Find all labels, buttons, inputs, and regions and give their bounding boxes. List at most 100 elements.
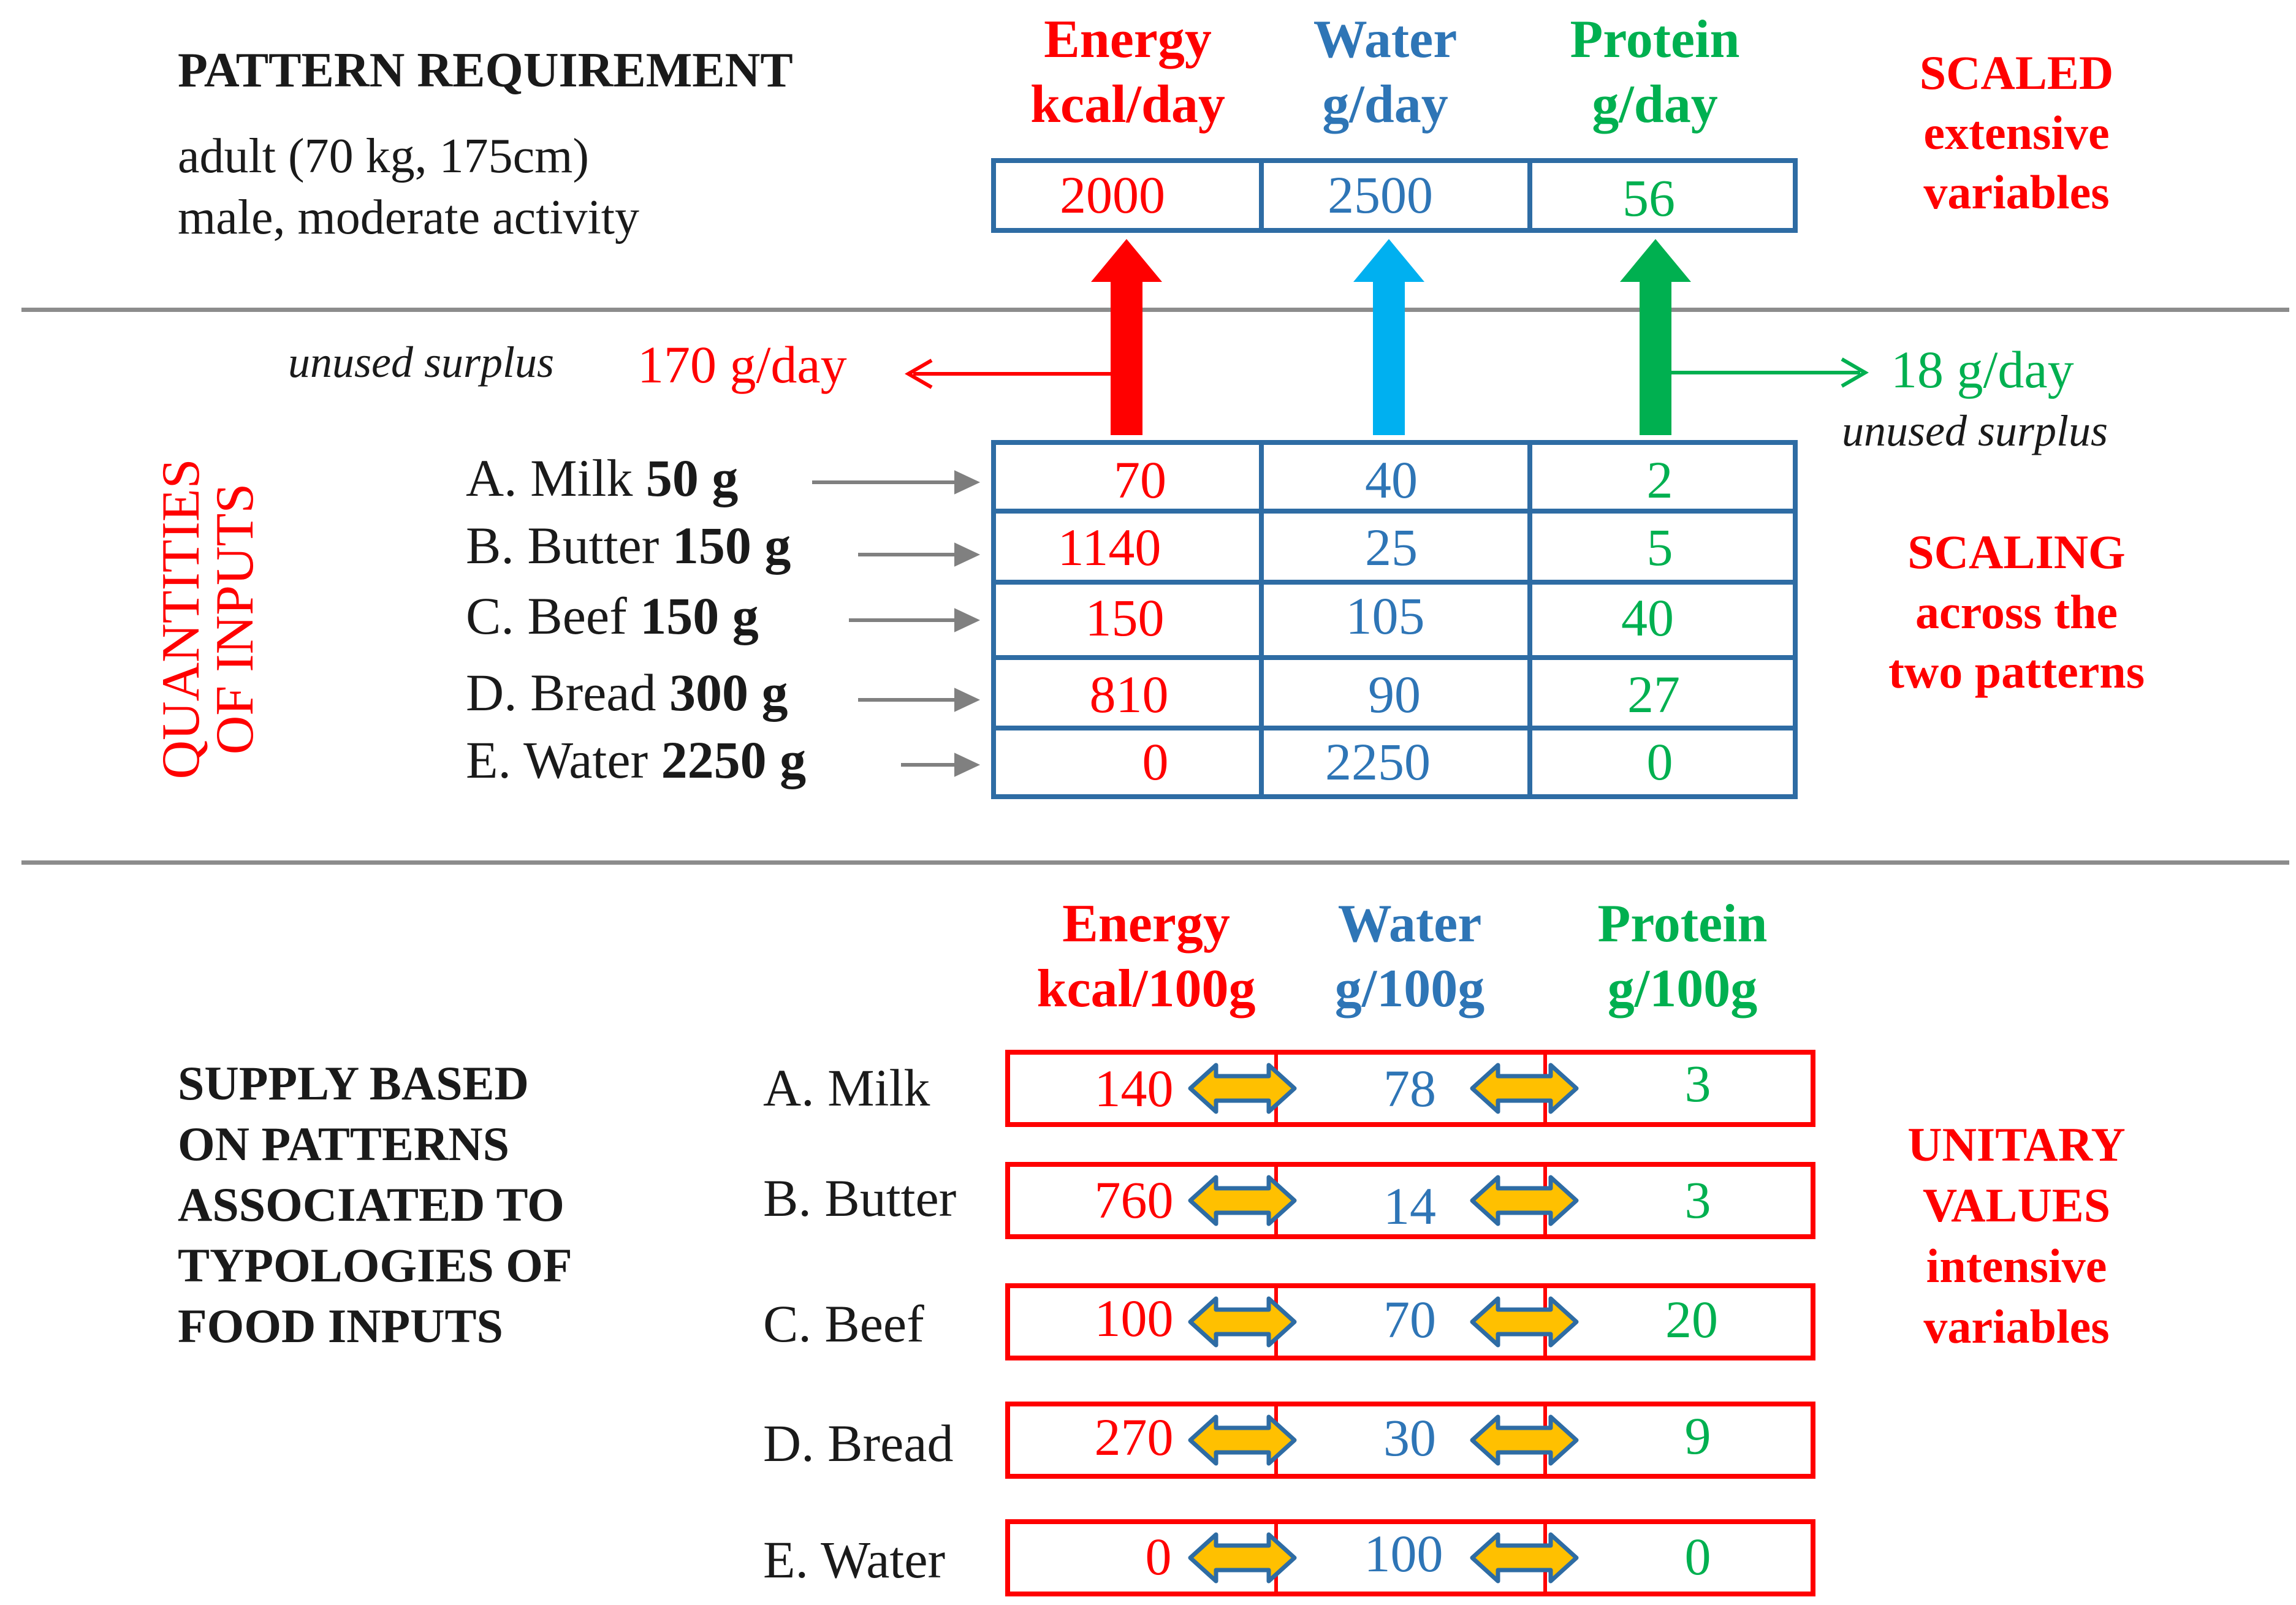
unit-beef-water: 70	[1383, 1290, 1436, 1349]
surplus-left-arrowhead	[905, 359, 933, 389]
bottom-header-protein-unit: g/100g	[1607, 958, 1758, 1019]
input-name: C. Beef	[466, 586, 627, 645]
bottom-header-energy: Energy kcal/100g	[1005, 892, 1287, 1021]
scaling-grid-col-divider-2	[1527, 440, 1532, 799]
grid-bread-water: 90	[1368, 665, 1421, 724]
scaling-grid-row-divider-3	[991, 655, 1798, 660]
double-arrow-icon	[1190, 1535, 1294, 1581]
input-name: E. Water	[466, 730, 648, 789]
unit-milk-water: 78	[1383, 1059, 1436, 1118]
scaled-label-line3: variables	[1923, 165, 2110, 219]
requirement-box-divider-1	[1259, 158, 1264, 233]
top-header-energy-unit: kcal/day	[1030, 74, 1225, 134]
bottom-header-energy-unit: kcal/100g	[1036, 958, 1256, 1019]
supply-label-line2: ON PATTERNS	[178, 1117, 510, 1171]
unitary-label-line4: variables	[1923, 1300, 2110, 1354]
top-header-water-unit: g/day	[1322, 74, 1448, 134]
surplus-left-label: unused surplus	[288, 338, 555, 387]
unit-row-name-beef: C. Beef	[763, 1294, 924, 1353]
input-arrows	[812, 470, 981, 777]
pattern-title: PATTERN REQUIREMENT	[178, 44, 793, 97]
unit-row-name-butter: B. Butter	[763, 1169, 957, 1227]
surplus-right-label: unused surplus	[1842, 406, 2108, 455]
input-qty: 300 g	[669, 663, 788, 722]
grid-milk-protein: 2	[1646, 450, 1673, 509]
grid-beef-water: 105	[1345, 586, 1425, 645]
scaling-grid	[991, 440, 1798, 799]
double-arrow-icon	[1472, 1177, 1576, 1224]
top-header-water-name: Water	[1313, 10, 1458, 69]
scaling-grid-col-divider-1	[1259, 440, 1264, 799]
scaling-grid-row-divider-1	[991, 509, 1798, 514]
unit-beef-energy: 100	[1094, 1289, 1174, 1348]
unit-bread-water: 30	[1383, 1408, 1436, 1467]
grid-water-protein: 0	[1646, 732, 1673, 791]
grid-butter-water: 25	[1365, 518, 1418, 577]
unitary-label-line3: intensive	[1926, 1239, 2107, 1293]
requirement-protein: 56	[1622, 169, 1675, 227]
grid-bread-protein: 27	[1627, 665, 1680, 724]
unit-water-protein: 0	[1684, 1527, 1711, 1586]
top-header-protein-name: Protein	[1570, 10, 1740, 69]
divider-top	[21, 308, 2289, 312]
unit-row-box-bread	[1005, 1402, 1815, 1479]
scaled-label: SCALED extensive variables	[1863, 43, 2170, 222]
requirement-box	[991, 158, 1798, 233]
input-qty: 50 g	[645, 449, 739, 507]
pattern-subtitle-1: adult (70 kg, 175cm)	[178, 129, 589, 183]
grid-milk-energy: 70	[1114, 450, 1166, 509]
unit-row-box-water	[1005, 1519, 1815, 1596]
unit-butter-energy: 760	[1094, 1171, 1174, 1229]
double-arrow-icon	[1472, 1535, 1576, 1581]
scaling-label-line3: two patterns	[1888, 645, 2145, 698]
grid-bread-energy: 810	[1089, 665, 1169, 724]
supply-label-line3: ASSOCIATED TO	[178, 1178, 564, 1232]
surplus-right-arrowhead	[1841, 357, 1869, 388]
input-qty: 150 g	[672, 516, 791, 575]
grid-water-water: 2250	[1325, 732, 1431, 791]
input-qty: 2250 g	[661, 730, 807, 789]
unitary-label-line2: VALUES	[1922, 1178, 2111, 1232]
grid-milk-water: 40	[1365, 450, 1418, 509]
input-row-milk: A. Milk 50 g	[466, 447, 738, 509]
grid-beef-energy: 150	[1085, 588, 1165, 647]
unit-butter-protein: 3	[1684, 1171, 1711, 1229]
protein-up-arrow	[1620, 239, 1691, 435]
bottom-header-water-unit: g/100g	[1334, 958, 1485, 1019]
requirement-box-divider-2	[1527, 158, 1532, 233]
top-header-energy: Energy kcal/day	[1005, 7, 1250, 137]
unitary-label: UNITARY VALUES intensive variables	[1863, 1114, 2170, 1357]
scaled-label-line1: SCALED	[1919, 46, 2114, 99]
double-arrow-icon	[1190, 1299, 1294, 1345]
grid-water-energy: 0	[1142, 732, 1169, 791]
unit-row-name-bread: D. Bread	[763, 1414, 954, 1473]
bottom-header-protein: Protein g/100g	[1541, 892, 1823, 1021]
bottom-header-water-name: Water	[1337, 894, 1482, 954]
unit-row-name-water: E. Water	[763, 1530, 946, 1589]
scaling-grid-row-divider-2	[991, 580, 1798, 585]
input-name: A. Milk	[466, 449, 633, 507]
input-row-butter: B. Butter 150 g	[466, 515, 791, 576]
scaled-label-line2: extensive	[1923, 105, 2110, 159]
requirement-energy: 2000	[1060, 165, 1165, 224]
top-header-water: Water g/day	[1263, 7, 1508, 137]
grid-butter-energy: 1140	[1057, 518, 1161, 577]
unit-beef-protein: 20	[1665, 1290, 1718, 1349]
double-arrow-icon	[1190, 1177, 1294, 1224]
unit-row-box-butter	[1005, 1162, 1815, 1239]
surplus-right-value: 18 g/day	[1891, 340, 2074, 399]
unit-row-box-beef	[1005, 1283, 1815, 1360]
scaling-label-line1: SCALING	[1907, 525, 2126, 579]
input-name: D. Bread	[466, 663, 656, 722]
unit-bread-energy: 270	[1094, 1408, 1174, 1467]
input-name: B. Butter	[466, 516, 660, 575]
water-up-arrow	[1353, 239, 1424, 435]
surplus-left-value: 170 g/day	[637, 335, 847, 394]
unit-milk-energy: 140	[1094, 1059, 1174, 1118]
supply-label-line4: TYPOLOGIES OF	[178, 1239, 572, 1292]
pattern-subtitle-2: male, moderate activity	[178, 191, 640, 245]
double-arrow-icon	[1472, 1065, 1576, 1112]
supply-label-line1: SUPPLY BASED	[178, 1057, 529, 1110]
unit-butter-water: 14	[1383, 1177, 1436, 1235]
